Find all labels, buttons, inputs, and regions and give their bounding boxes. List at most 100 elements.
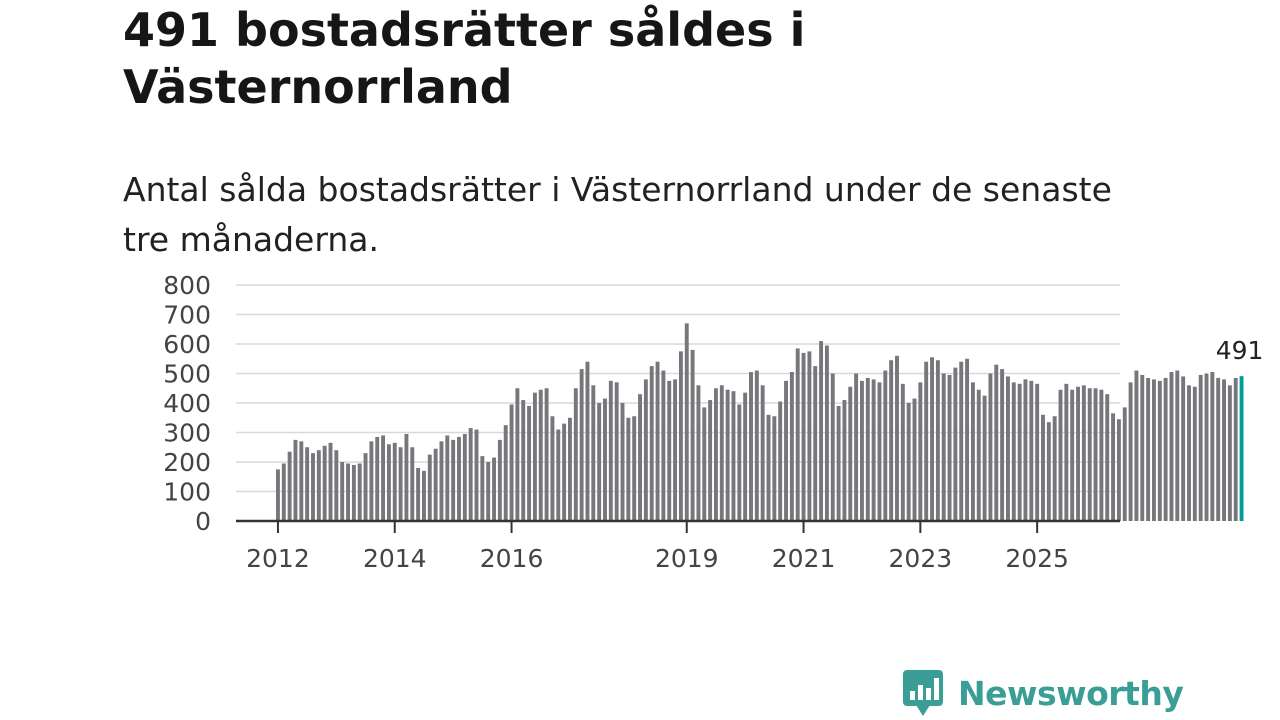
bar bbox=[620, 403, 625, 521]
bar bbox=[965, 358, 970, 521]
bar bbox=[1198, 374, 1203, 521]
bar bbox=[883, 370, 888, 521]
bar bbox=[778, 401, 783, 521]
y-tick-label: 200 bbox=[163, 448, 211, 477]
bar bbox=[1175, 370, 1180, 521]
bar bbox=[422, 470, 426, 521]
bar bbox=[959, 361, 964, 521]
bar bbox=[404, 433, 409, 521]
bar bbox=[789, 372, 794, 521]
bar bbox=[1023, 379, 1028, 521]
y-tick-label: 500 bbox=[163, 360, 211, 389]
y-tick-label: 100 bbox=[163, 478, 211, 507]
bar bbox=[871, 379, 876, 521]
bar bbox=[924, 361, 929, 521]
bar bbox=[1099, 389, 1104, 521]
chart-subtitle: Antal sålda bostadsrätter i Västernorrla… bbox=[123, 170, 1112, 259]
grid-lines bbox=[236, 284, 1120, 493]
bar bbox=[1227, 385, 1232, 521]
bar bbox=[462, 433, 467, 521]
bar bbox=[451, 439, 456, 522]
bar bbox=[503, 425, 508, 522]
bar bbox=[678, 351, 683, 522]
bar bbox=[830, 373, 835, 521]
bar bbox=[801, 352, 806, 521]
bar bbox=[947, 374, 952, 521]
x-tick-label: 2025 bbox=[1005, 544, 1069, 573]
bar bbox=[632, 416, 637, 521]
bar bbox=[1146, 377, 1151, 521]
brand-name: Newsworthy bbox=[958, 673, 1184, 713]
bar bbox=[608, 380, 613, 522]
bar bbox=[433, 448, 438, 521]
bar bbox=[351, 464, 356, 521]
bar bbox=[895, 355, 899, 521]
bar bbox=[392, 442, 397, 521]
bar bbox=[684, 323, 689, 521]
bar bbox=[579, 369, 584, 521]
bar bbox=[550, 416, 555, 521]
bar bbox=[737, 404, 742, 521]
bar bbox=[760, 385, 765, 521]
bar bbox=[649, 366, 654, 522]
x-tick-label: 2023 bbox=[889, 544, 953, 573]
chart-bubble-icon bbox=[903, 670, 943, 716]
bar bbox=[935, 360, 940, 521]
bar bbox=[1239, 376, 1244, 521]
bar bbox=[427, 454, 432, 522]
bar bbox=[281, 463, 286, 521]
bar bbox=[492, 457, 496, 521]
bar bbox=[824, 345, 829, 521]
bar bbox=[848, 386, 853, 521]
bar bbox=[1157, 380, 1162, 522]
bar bbox=[865, 377, 870, 521]
bar bbox=[784, 380, 788, 522]
bar bbox=[836, 405, 841, 521]
x-tick-label: 2012 bbox=[246, 544, 310, 573]
bar bbox=[1216, 377, 1221, 521]
bar bbox=[813, 366, 818, 522]
bar bbox=[1222, 379, 1226, 521]
bar bbox=[1187, 385, 1191, 521]
bar bbox=[363, 453, 368, 521]
bar bbox=[953, 367, 958, 521]
bar bbox=[603, 398, 607, 521]
bar bbox=[1076, 386, 1080, 521]
bar bbox=[661, 370, 666, 521]
bar bbox=[988, 373, 993, 521]
y-tick-label: 300 bbox=[163, 419, 211, 448]
bar bbox=[299, 441, 304, 521]
bar bbox=[702, 407, 707, 521]
bar bbox=[1046, 422, 1051, 521]
x-tick-label: 2019 bbox=[655, 544, 719, 573]
bar bbox=[614, 382, 619, 521]
bar bbox=[527, 405, 532, 521]
bar bbox=[906, 403, 911, 521]
bar bbox=[842, 400, 847, 521]
bar bbox=[930, 357, 934, 521]
y-tick-label: 0 bbox=[195, 507, 211, 536]
bar bbox=[1122, 407, 1127, 521]
bar bbox=[673, 379, 678, 521]
bar bbox=[556, 429, 561, 521]
x-axis-ticks: 2012 2014 2016 2019 2021 2023 2025 bbox=[246, 521, 1069, 573]
bar bbox=[515, 388, 520, 521]
bar bbox=[340, 462, 345, 521]
bar bbox=[486, 462, 491, 521]
y-tick-label: 600 bbox=[163, 330, 211, 359]
bar bbox=[1163, 377, 1168, 521]
bar bbox=[1006, 376, 1010, 521]
bar bbox=[1192, 386, 1197, 521]
bar bbox=[497, 439, 502, 522]
bar bbox=[725, 389, 730, 521]
bar bbox=[480, 456, 485, 521]
bar bbox=[562, 423, 567, 521]
bar bbox=[1233, 377, 1238, 521]
bar bbox=[334, 450, 339, 521]
page-title: 491 bostadsrätter såldes i Västernorrlan… bbox=[123, 3, 806, 114]
bar bbox=[410, 447, 415, 521]
bar bbox=[1081, 385, 1086, 521]
bar bbox=[766, 414, 771, 521]
